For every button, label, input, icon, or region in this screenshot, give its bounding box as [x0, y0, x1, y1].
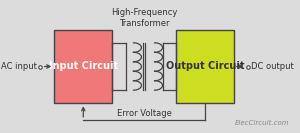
Text: DC output: DC output [251, 62, 294, 71]
Text: Input Circuit: Input Circuit [49, 61, 118, 72]
Text: AC input: AC input [1, 62, 37, 71]
FancyBboxPatch shape [176, 30, 234, 103]
Text: Error Voltage: Error Voltage [117, 109, 172, 118]
Text: High-Frequency: High-Frequency [111, 8, 177, 17]
FancyBboxPatch shape [54, 30, 112, 103]
Text: Output Circuit: Output Circuit [166, 61, 244, 72]
Text: ElecCircuit.com: ElecCircuit.com [235, 120, 289, 126]
Text: Transformer: Transformer [119, 19, 169, 28]
